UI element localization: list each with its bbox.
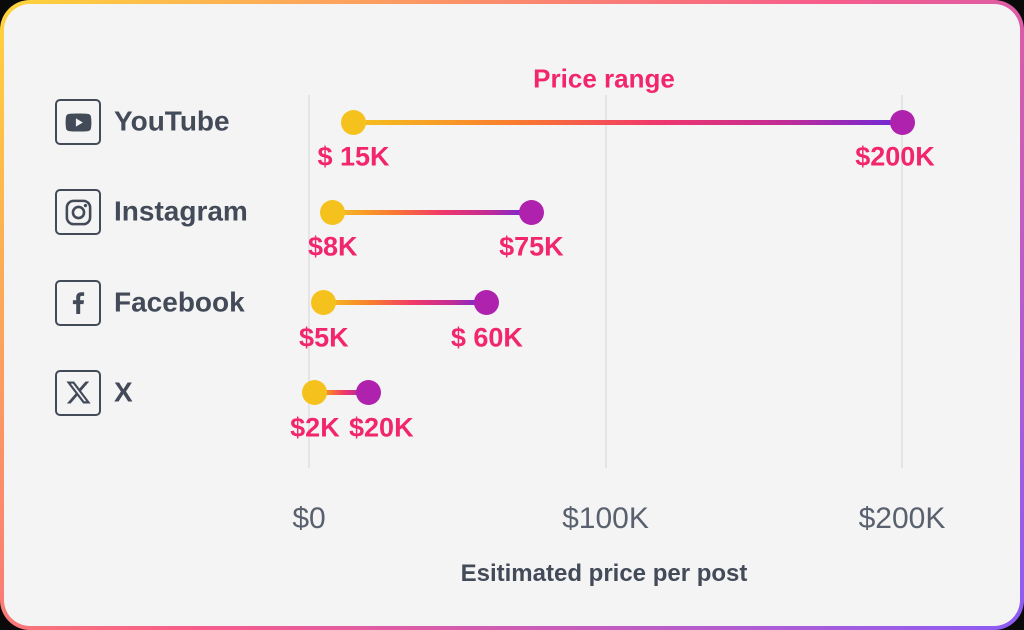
range-line [332,209,532,215]
platform-icon-box [55,99,101,145]
platform-label: Facebook [114,286,245,318]
platform-label: X [114,376,133,408]
x-tick-label: $200K [858,502,946,535]
x-gridline [604,95,607,468]
range-dot-max [889,109,915,135]
range-dot-max [474,290,500,316]
x-tick-label: $0 [292,502,326,535]
x-gridline [308,95,310,468]
platform-icon-box [55,369,101,416]
platform-label: YouTube [114,105,230,137]
max-value-label: $75K [499,231,564,262]
range-line [314,390,369,396]
range-line [323,300,487,306]
chart-card: Price range Esitimated price per post $0… [4,4,1020,626]
range-dot-min [320,199,346,225]
range-dot-min [340,109,366,135]
min-value-label: $ 15K [317,141,390,172]
platform-label: Instagram [114,195,248,227]
x-gridline [901,95,903,468]
youtube-icon [63,107,94,138]
platform-icon-box [55,279,101,326]
max-value-label: $200K [855,141,935,172]
chart-title: Price range [533,63,675,94]
facebook-icon [64,288,93,317]
range-dot-max [355,380,381,406]
platform-icon-box [55,189,101,236]
min-value-label: $5K [299,322,349,353]
range-dot-min [311,290,337,316]
range-dot-max [518,199,544,225]
x-tick-label: $100K [562,502,649,535]
max-value-label: $20K [349,412,414,443]
range-dot-min [302,380,328,406]
instagram-icon [63,197,94,228]
min-value-label: $2K [290,412,340,443]
range-line [353,119,902,125]
x-axis-title: Esitimated price per post [460,560,748,587]
x-icon [65,379,92,406]
max-value-label: $ 60K [450,322,523,353]
min-value-label: $8K [307,231,358,262]
